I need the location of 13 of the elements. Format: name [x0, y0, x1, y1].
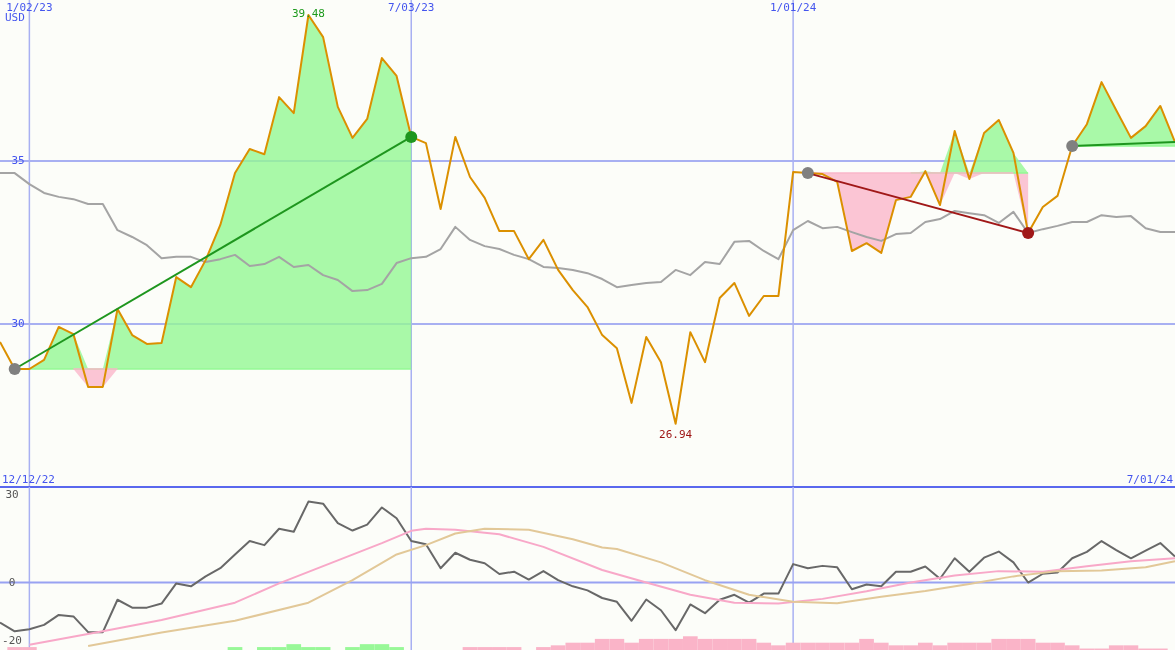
y-tick-label: 30	[11, 317, 25, 331]
y-tick-label: 0	[8, 575, 16, 589]
annotation: 39.48	[291, 6, 325, 20]
x-tick-label: 7/03/23	[388, 1, 435, 14]
annotation: 12/12/22	[2, 473, 55, 486]
annotation: 26.94	[659, 427, 693, 441]
y-tick-label: 30	[5, 487, 19, 501]
x-tick-label: 1/02/23	[6, 1, 53, 14]
y-axis-title: USD	[5, 11, 25, 24]
annotation: 7/01/24	[1126, 473, 1174, 486]
y-tick-label: -20	[2, 633, 22, 647]
y-tick-label: 35	[11, 154, 25, 168]
x-tick-label: 1/01/24	[769, 1, 817, 14]
